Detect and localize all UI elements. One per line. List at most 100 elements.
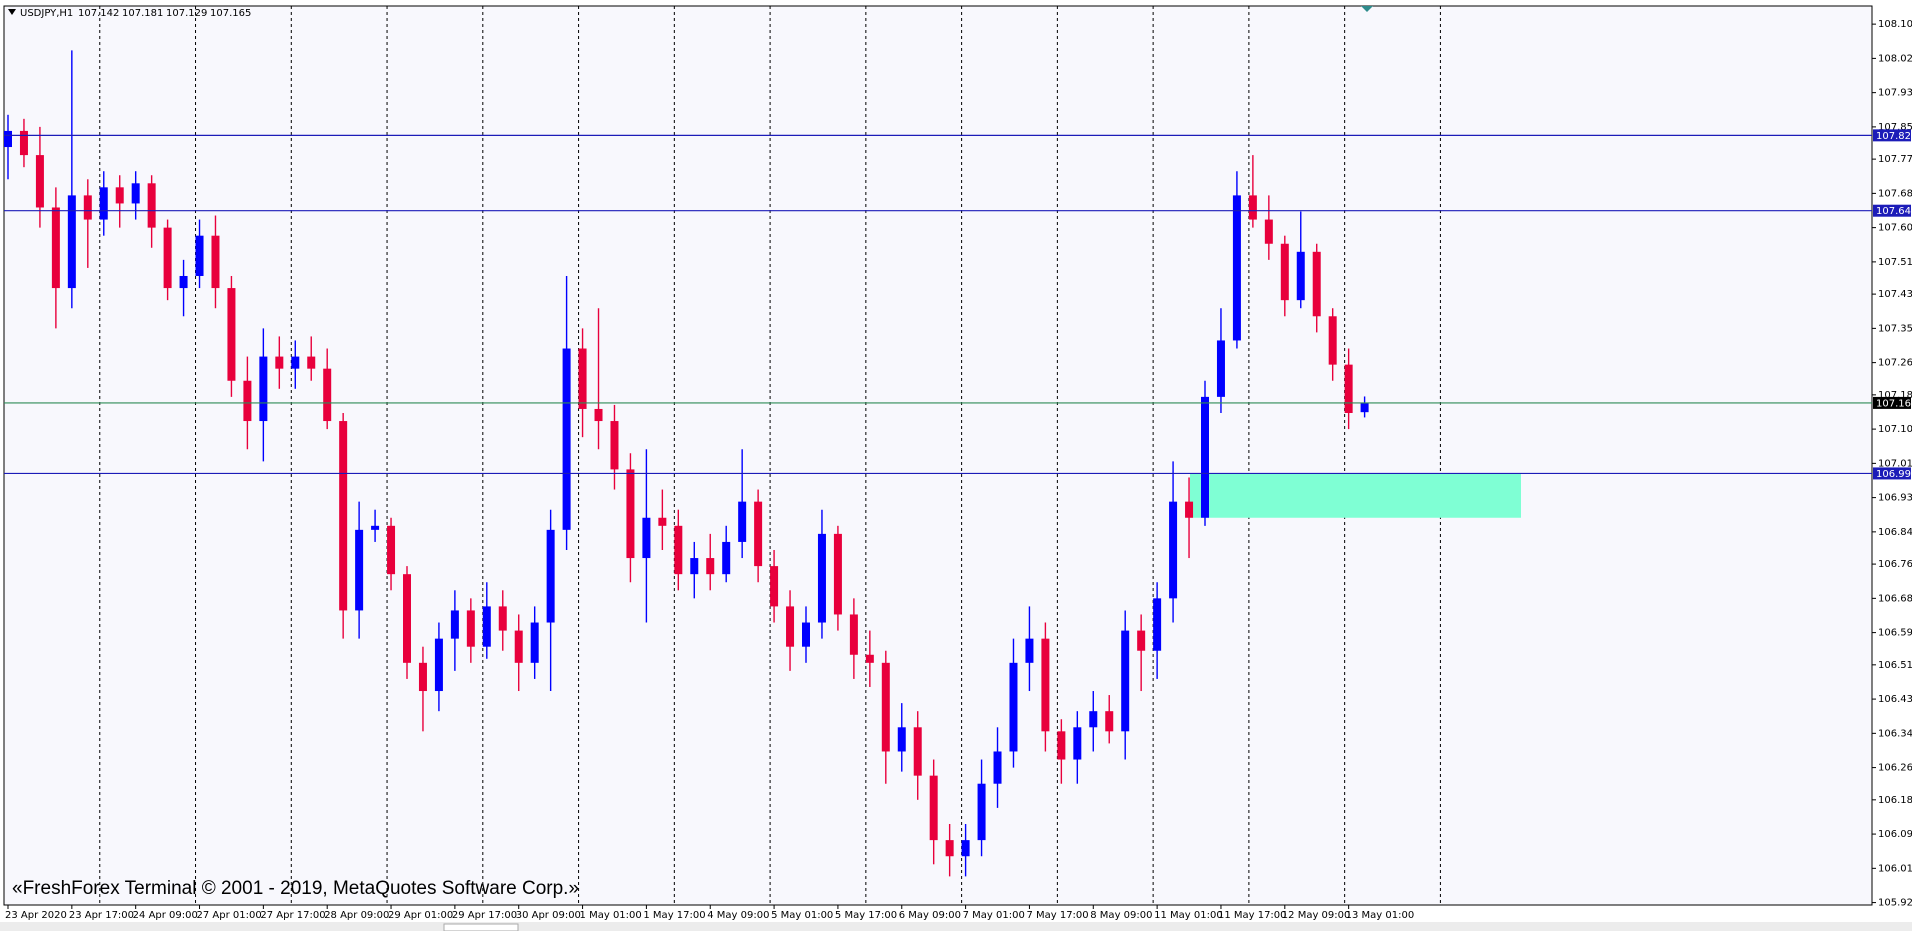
candle-body (259, 356, 268, 422)
y-tick-label: 107.600 (1878, 223, 1912, 234)
y-tick-label: 107.850 (1878, 122, 1912, 133)
candle-body (1344, 364, 1353, 413)
chart-layer: 108.105 108.020 107.935 107.850 107.770 107.6… (4, 6, 1912, 921)
level-label-box (1873, 467, 1911, 480)
open-value: 107.142 (78, 8, 119, 19)
candle-body (371, 525, 380, 530)
candle-body (307, 356, 316, 369)
candle-body (642, 517, 651, 559)
plot-area (3, 5, 1873, 906)
y-tick-label: 106.345 (1878, 728, 1912, 739)
candle-body (1105, 711, 1114, 732)
candle-body (482, 606, 491, 647)
candle-body (1057, 731, 1066, 760)
high-value: 107.181 (122, 8, 163, 19)
x-tick-label: 7 May 17:00 (1026, 910, 1088, 921)
candle-body (1360, 402, 1369, 413)
y-tick-label: 108.020 (1878, 53, 1912, 64)
candle-body (450, 610, 459, 639)
x-tick-label: 27 Apr 17:00 (260, 910, 325, 921)
candle-body (434, 638, 443, 692)
x-tick-label: 5 May 17:00 (835, 910, 897, 921)
level-label-box (1873, 129, 1911, 142)
candle-body (466, 610, 475, 647)
candle-body (706, 558, 715, 575)
y-tick-label: 108.105 (1878, 19, 1912, 30)
symbol-label: USDJPY,H1 (20, 8, 73, 19)
candle-body (993, 751, 1002, 784)
candle-body (722, 541, 731, 575)
candle-body (67, 195, 76, 289)
candle-body (610, 421, 619, 470)
y-tick-label: 107.100 (1878, 424, 1912, 435)
candle-body (546, 529, 555, 623)
low-value: 107.129 (166, 8, 207, 19)
candle-body (1041, 638, 1050, 732)
candle-body (1009, 662, 1018, 752)
candle-body (227, 288, 236, 381)
candle-body (1216, 340, 1225, 397)
candle-body (674, 525, 683, 575)
candle-body (1121, 630, 1130, 732)
candle-body (530, 622, 539, 663)
candle-body (115, 187, 124, 204)
candle-body (754, 501, 763, 567)
tab[interactable] (443, 923, 519, 931)
tab-strip (0, 922, 1912, 931)
y-tick-label: 107.515 (1878, 257, 1912, 268)
candle-body (514, 630, 523, 663)
candle-body (99, 187, 108, 220)
candle-body (897, 727, 906, 752)
candle-body (19, 130, 28, 156)
candle-body (1073, 727, 1082, 760)
x-tick-label: 24 Apr 09:00 (133, 910, 198, 921)
candle-body (1089, 711, 1098, 728)
y-tick-label: 107.685 (1878, 188, 1912, 199)
y-tick-label: 106.595 (1878, 628, 1912, 639)
candle-body (690, 558, 699, 575)
candle-body (83, 195, 92, 220)
x-tick-label: 5 May 01:00 (771, 910, 833, 921)
candle-body (147, 183, 156, 228)
candle-body (4, 130, 12, 148)
candle-body (323, 368, 332, 422)
level-label: 107.829 (1876, 131, 1912, 142)
x-tick-label: 8 May 09:00 (1090, 910, 1152, 921)
x-tick-label: 1 May 17:00 (643, 910, 705, 921)
x-tick-label: 13 May 01:00 (1346, 910, 1415, 921)
candle-body (562, 348, 571, 530)
x-tick-label: 11 May 17:00 (1218, 910, 1287, 921)
x-tick-label: 1 May 01:00 (580, 910, 642, 921)
y-tick-label: 106.680 (1878, 593, 1912, 604)
x-tick-label: 7 May 01:00 (963, 910, 1025, 921)
candle-body (1137, 630, 1146, 651)
level-label: 107.165 (1876, 398, 1912, 409)
candle-body (243, 380, 252, 422)
candle-body (913, 727, 922, 776)
candle-body (1201, 396, 1209, 518)
x-tick-label: 12 May 09:00 (1282, 910, 1351, 921)
y-tick-label: 106.260 (1878, 763, 1912, 774)
candle-body (1312, 251, 1321, 317)
candle-body (387, 525, 396, 575)
candle-body (881, 662, 890, 752)
x-tick-label: 23 Apr 2020 (5, 910, 67, 921)
y-tick-label: 106.010 (1878, 863, 1912, 874)
candle-body (594, 408, 603, 422)
candle-body (945, 840, 954, 857)
x-tick-label: 29 Apr 17:00 (452, 910, 517, 921)
y-tick-label: 106.845 (1878, 527, 1912, 538)
candle-body (1296, 251, 1305, 301)
level-label: 106.990 (1876, 469, 1912, 480)
candle-body (961, 840, 970, 857)
level-label-box (1873, 396, 1911, 409)
x-tick-label: 11 May 01:00 (1154, 910, 1223, 921)
watermark: «FreshForex Terminal © 2001 - 2019, Meta… (12, 878, 579, 899)
candle-body (498, 606, 507, 631)
candle-body (738, 501, 747, 542)
x-tick-label: 27 Apr 01:00 (197, 910, 262, 921)
zone (1190, 473, 1521, 518)
x-tick-label: 6 May 09:00 (899, 910, 961, 921)
